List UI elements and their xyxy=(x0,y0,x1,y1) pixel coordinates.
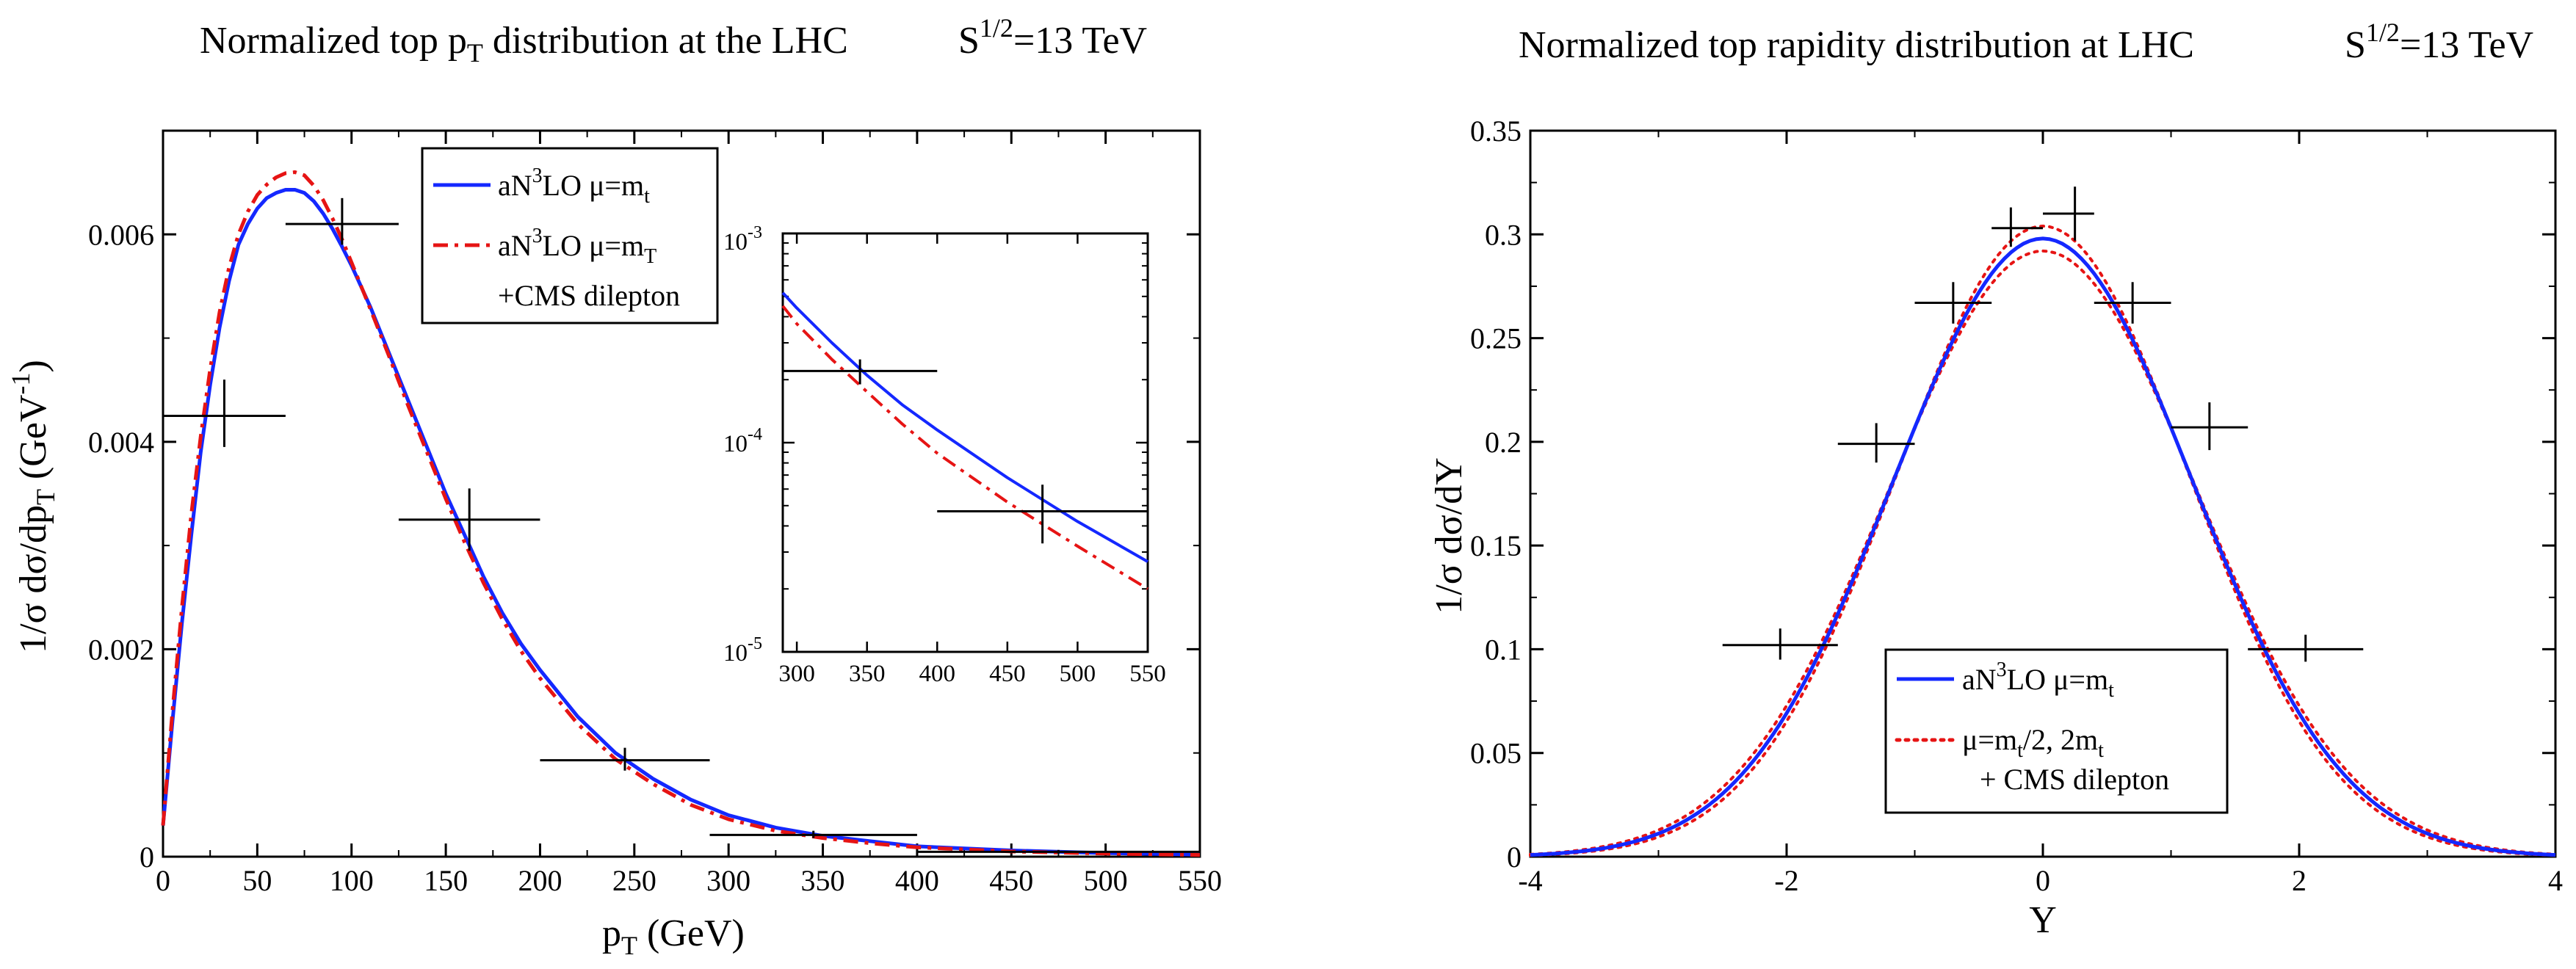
left-axis-xtick-label: 350 xyxy=(801,864,845,897)
left-legend xyxy=(421,147,719,324)
right-chart-energy: S1/2=13 TeV xyxy=(2345,18,2533,66)
left-legend-label-mT: aN3LO μ=mT xyxy=(498,225,656,268)
left-legend-label-mt: aN3LO μ=mt xyxy=(498,164,650,208)
inset-xtick-label: 400 xyxy=(919,661,956,687)
left-chart-energy: S1/2=13 TeV xyxy=(958,13,1147,62)
right-axis-ytick-label: 0 xyxy=(1507,841,1522,874)
right-axis-ytick-label: 0.2 xyxy=(1485,426,1522,459)
left-axis-xtick-label: 250 xyxy=(612,864,656,897)
left-x-axis-label: pT (GeV) xyxy=(602,912,745,960)
right-axis-ytick-label: 0.35 xyxy=(1470,115,1522,148)
left-axis-xtick-label: 500 xyxy=(1084,864,1128,897)
right-chart: -4 -2 0 2 4 0 0.05 0.1 0.15 0.2 0.25 0.3 0.35 xyxy=(1470,115,2563,897)
right-axis-xtick-label: 4 xyxy=(2548,864,2563,897)
left-axis-xtick-label: 50 xyxy=(242,864,272,897)
right-x-axis-label: Y xyxy=(2029,899,2057,941)
left-chart-title: Normalized top pT distribution at the LH… xyxy=(200,20,848,68)
series-line-2mt xyxy=(1529,249,2557,856)
inset-ytick-label: 10-3 xyxy=(723,223,762,255)
right-legend-label-mt: aN3LO μ=mt xyxy=(1962,658,2114,702)
right-axis-xtick-label: 0 xyxy=(2036,864,2050,897)
inset-ytick-label: 10-4 xyxy=(723,425,762,457)
series-line-mt-half xyxy=(1529,225,2557,857)
inset-chart: 300 350 400 450 500 550 xyxy=(778,232,1166,687)
left-axis-ytick-label: 0.006 xyxy=(88,218,154,251)
right-axis-xtick-label: 2 xyxy=(2292,864,2307,897)
left-axis-xtick-label: 200 xyxy=(518,864,562,897)
inset-series-line-mt xyxy=(781,291,1148,563)
left-axis-xtick-label: 150 xyxy=(424,864,468,897)
inset-xtick-label: 300 xyxy=(778,661,815,687)
right-legend xyxy=(1884,648,2229,814)
right-axis-xtick-label: -2 xyxy=(1774,864,1798,897)
left-y-axis-label: 1/σ dσ/dpT (GeV-1) xyxy=(6,360,60,653)
left-axis-xtick-label: 100 xyxy=(330,864,374,897)
inset-series-line-mT xyxy=(781,305,1149,590)
series-line-mT xyxy=(161,170,1201,857)
left-axis-xtick-label: 450 xyxy=(989,864,1033,897)
right-axis-ytick-label: 0.15 xyxy=(1470,529,1522,562)
left-axis-xtick-label: 300 xyxy=(706,864,750,897)
inset-xtick-label: 550 xyxy=(1129,661,1166,687)
left-axis-xtick-label: 0 xyxy=(156,864,170,897)
inset-frame xyxy=(781,232,1149,653)
left-axis-ytick-label: 0.002 xyxy=(88,633,154,666)
right-chart-title: Normalized top rapidity distribution at … xyxy=(1519,24,2194,66)
right-y-axis-label: 1/σ dσ/dY xyxy=(1428,457,1470,614)
inset-ytick-label: 10-5 xyxy=(723,634,762,667)
right-axis-ytick-label: 0.1 xyxy=(1485,633,1522,666)
right-axis-xtick-label: -4 xyxy=(1518,864,1542,897)
left-axis-xtick-label: 550 xyxy=(1178,864,1222,897)
right-legend-label-cms: + CMS dilepton xyxy=(1980,763,2169,796)
series-line-mt xyxy=(1530,236,2556,857)
inset-xtick-label: 350 xyxy=(849,661,886,687)
left-axis-ytick-label: 0.004 xyxy=(88,426,154,459)
right-legend-label-scale: μ=mt/2, 2mt xyxy=(1962,723,2104,762)
right-axis-ytick-label: 0.3 xyxy=(1485,218,1522,251)
left-axis-xtick-label: 400 xyxy=(895,864,939,897)
left-chart: 0 50 100 150 200 250 300 350 400 450 500 550 0 0.002 0… xyxy=(88,129,1222,897)
left-axis-ytick-label: 0 xyxy=(140,841,154,874)
right-axis-ytick-label: 0.25 xyxy=(1470,322,1522,355)
right-axis-ytick-label: 0.05 xyxy=(1470,737,1522,770)
inset-xtick-label: 500 xyxy=(1060,661,1096,687)
left-legend-label-cms: +CMS dilepton xyxy=(498,279,680,312)
inset-xtick-label: 450 xyxy=(989,661,1026,687)
